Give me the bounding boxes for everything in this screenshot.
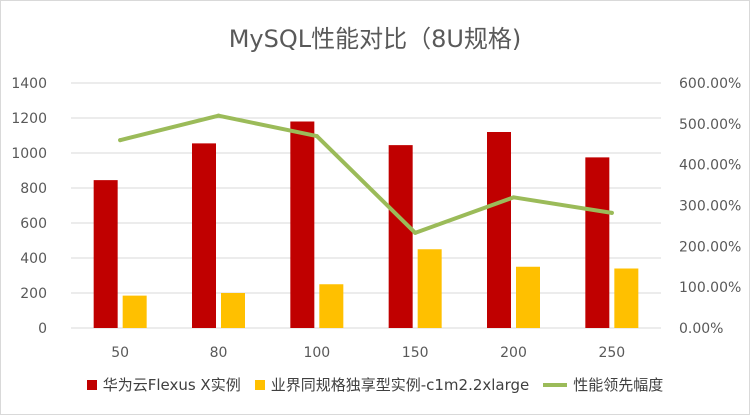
y-tick-label: 1200: [11, 111, 47, 127]
legend-swatch-industry: [254, 379, 265, 390]
legend-label-huawei: 华为云Flexus X实例: [102, 376, 241, 394]
x-tick-label: 80: [210, 345, 228, 361]
legend-label-industry: 业界同规格独享型实例-c1m2.2xlarge: [270, 376, 530, 394]
y2-tick-label: 500.00%: [679, 117, 741, 133]
legend: 华为云Flexus X实例 业界同规格独享型实例-c1m2.2xlarge 性能…: [1, 374, 749, 395]
legend-item-industry: 业界同规格独享型实例-c1m2.2xlarge: [254, 374, 530, 395]
y-tick-label: 0: [38, 321, 47, 337]
bar-huawei: [585, 157, 610, 328]
y-tick-label: 1400: [11, 76, 47, 92]
y-tick-label: 800: [20, 181, 47, 197]
bar-huawei: [487, 132, 511, 328]
line-lead-point: [413, 230, 418, 235]
x-tick-label: 100: [303, 345, 330, 361]
y2-tick-label: 100.00%: [679, 280, 741, 296]
y2-tick-label: 0.00%: [679, 321, 723, 337]
bar-huawei: [192, 143, 216, 328]
bar-huawei: [290, 121, 315, 328]
line-lead-point: [118, 138, 123, 143]
chart-title: MySQL性能对比（8U规格): [228, 25, 522, 53]
line-lead-point: [609, 210, 614, 215]
line-lead-point: [216, 113, 221, 118]
bar-industry: [319, 284, 344, 328]
bar-huawei: [93, 180, 118, 328]
legend-label-lead: 性能领先幅度: [573, 376, 664, 394]
legend-swatch-huawei: [86, 379, 97, 390]
line-lead-point: [511, 195, 516, 200]
y-tick-label: 400: [20, 251, 47, 267]
x-tick-label: 50: [111, 345, 129, 361]
bar-industry: [221, 293, 245, 328]
line-lead-point: [314, 134, 319, 139]
bar-industry: [614, 268, 639, 328]
y-tick-label: 1000: [11, 146, 47, 162]
x-tick-label: 250: [598, 345, 625, 361]
y-tick-label: 600: [20, 216, 47, 232]
y2-tick-label: 600.00%: [679, 76, 741, 92]
y2-tick-label: 400.00%: [679, 158, 741, 174]
y2-tick-label: 200.00%: [679, 239, 741, 255]
x-tick-label: 200: [500, 345, 527, 361]
line-lead: [118, 113, 614, 235]
bar-industry: [417, 249, 442, 328]
bar-industry: [516, 266, 540, 328]
legend-swatch-lead: [543, 382, 568, 387]
legend-item-huawei: 华为云Flexus X实例: [86, 374, 241, 395]
bar-huawei: [388, 145, 413, 328]
legend-item-lead: 性能领先幅度: [543, 374, 663, 395]
x-tick-label: 150: [402, 345, 429, 361]
y-tick-label: 200: [20, 286, 47, 302]
bar-industry: [122, 295, 147, 328]
y2-tick-label: 300.00%: [679, 199, 741, 215]
